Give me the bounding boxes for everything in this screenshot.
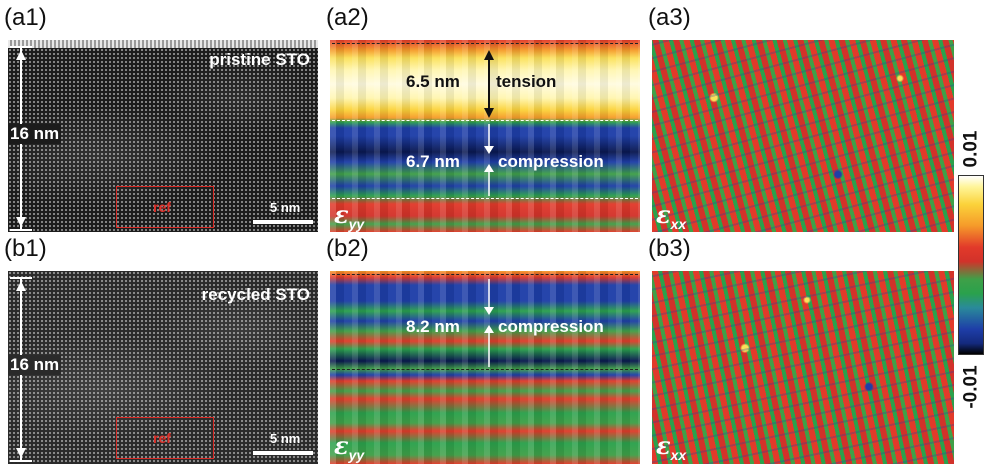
thickness-tick-bottom (10, 460, 32, 462)
strain-map-eyy-recycled: 8.2 nm compression εyy (330, 271, 640, 464)
strain-map-exx-recycled: εxx (652, 271, 962, 464)
strain-texture (652, 40, 962, 232)
thickness-arrows (16, 50, 26, 227)
strain-texture (330, 40, 640, 232)
panel-label-a1: (a1) (4, 4, 47, 31)
tension-label: tension (496, 72, 557, 91)
compression-arrow (484, 124, 494, 196)
strain-colorbar (958, 175, 984, 355)
boundary-bottom (332, 198, 638, 199)
scale-bar (253, 451, 313, 455)
tension-width-label: 6.5 nm (406, 72, 460, 91)
strain-field (330, 271, 640, 464)
sample-title: recycled STO (201, 285, 310, 304)
thickness-label: 16 nm (8, 355, 62, 375)
scale-bar (253, 220, 313, 224)
sample-title: pristine STO (209, 50, 310, 69)
boundary-middle (332, 120, 638, 121)
strain-texture (330, 271, 640, 464)
reference-box (116, 186, 214, 228)
strain-component-label: εyy (334, 200, 365, 232)
stem-image-recycled: recycled STO 16 nm ref 5 nm (8, 271, 318, 464)
compression-label: compression (498, 152, 604, 171)
boundary-top (332, 274, 638, 275)
strain-texture (652, 271, 962, 464)
reference-label: ref (153, 430, 171, 446)
thickness-label: 16 nm (8, 124, 62, 144)
stem-image-pristine: pristine STO 16 nm ref 5 nm (8, 40, 318, 232)
map-edge (954, 271, 962, 464)
strain-map-eyy-pristine: 6.5 nm tension 6.7 nm compression εyy (330, 40, 640, 232)
surface-band (8, 40, 318, 48)
tension-arrow (484, 50, 494, 118)
panel-label-a3: (a3) (648, 4, 691, 31)
scale-bar-label: 5 nm (270, 200, 301, 215)
compression-width-label: 6.7 nm (406, 152, 460, 171)
panel-label-a2: (a2) (326, 4, 369, 31)
scale-bar-label: 5 nm (270, 431, 301, 446)
strain-component-label: εyy (334, 431, 365, 463)
colorbar-min-label: -0.01 (960, 365, 982, 409)
thickness-tick-bottom (10, 229, 32, 231)
reference-label: ref (153, 199, 171, 215)
strain-map-exx-pristine: εxx (652, 40, 962, 232)
thickness-arrows (16, 281, 26, 458)
panel-label-b3: (b3) (648, 235, 691, 262)
boundary-top (332, 43, 638, 44)
strain-field (652, 271, 962, 464)
thickness-tick-top (10, 46, 32, 48)
strain-component-label: εxx (656, 431, 687, 463)
reference-box (116, 417, 214, 459)
thickness-tick-top (10, 277, 32, 279)
panel-label-b1: (b1) (4, 235, 47, 262)
map-edge (954, 40, 962, 232)
boundary-bottom (332, 369, 638, 370)
strain-component-label: εxx (656, 200, 687, 232)
compression-width-label: 8.2 nm (406, 317, 460, 336)
colorbar-max-label: 0.01 (960, 130, 982, 168)
panel-label-b2: (b2) (326, 235, 369, 262)
strain-field (652, 40, 962, 232)
compression-arrow (484, 279, 494, 367)
strain-field (330, 40, 640, 232)
compression-label: compression (498, 317, 604, 336)
